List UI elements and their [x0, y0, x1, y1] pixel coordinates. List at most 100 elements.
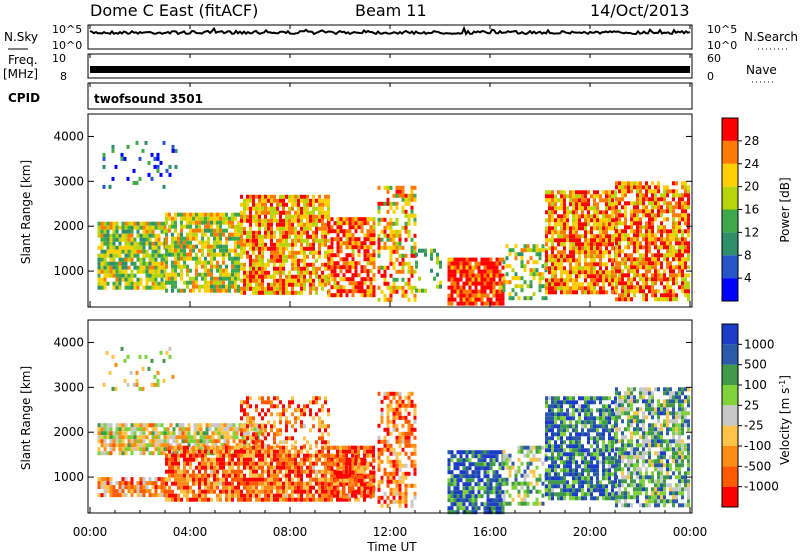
data-cell: [243, 461, 246, 466]
data-cell: [618, 261, 621, 266]
data-cell: [213, 489, 216, 494]
data-cell: [261, 444, 264, 449]
data-cell: [318, 469, 321, 474]
data-cell: [252, 457, 255, 462]
data-cell: [142, 431, 146, 436]
data-cell: [687, 193, 690, 198]
data-cell: [572, 250, 575, 255]
data-cell: [398, 499, 402, 504]
data-cell: [252, 218, 255, 223]
data-cell: [401, 439, 405, 444]
data-cell: [264, 424, 267, 429]
data-cell: [210, 228, 213, 233]
data-cell: [255, 266, 258, 271]
data-cell: [258, 258, 261, 263]
data-cell: [202, 443, 206, 448]
data-cell: [401, 257, 405, 262]
data-cell: [611, 190, 614, 195]
data-cell: [339, 221, 343, 226]
data-cell: [273, 481, 276, 486]
data-cell: [675, 297, 678, 302]
data-cell: [569, 194, 572, 199]
data-cell: [578, 266, 581, 271]
data-cell: [279, 461, 282, 466]
data-cell: [596, 290, 599, 295]
data-cell: [681, 233, 684, 238]
data-cell: [502, 284, 506, 289]
data-cell: [216, 445, 219, 450]
data-cell: [291, 230, 294, 235]
data-cell: [590, 286, 593, 291]
data-cell: [177, 288, 180, 293]
data-cell: [288, 465, 291, 470]
data-cell: [636, 213, 639, 218]
data-cell: [548, 282, 551, 287]
data-cell: [276, 449, 279, 454]
data-cell: [222, 276, 225, 281]
data-cell: [246, 489, 249, 494]
data-cell: [545, 210, 548, 215]
data-cell: [231, 489, 234, 494]
data-cell: [372, 241, 376, 246]
data-cell: [183, 449, 186, 454]
data-cell: [240, 424, 243, 429]
data-cell: [557, 242, 560, 247]
data-cell: [100, 261, 104, 266]
data-cell: [207, 477, 210, 482]
data-cell: [666, 237, 669, 242]
data-cell: [489, 289, 493, 294]
data-cell: [618, 229, 621, 234]
data-cell: [615, 225, 618, 230]
data-cell: [255, 262, 258, 267]
data-cell: [241, 435, 245, 440]
data-cell: [112, 229, 116, 234]
data-cell: [285, 286, 288, 291]
data-cell: [324, 242, 327, 247]
data-cell: [115, 245, 119, 250]
data-cell: [468, 277, 472, 282]
data-cell: [687, 221, 690, 226]
data-cell: [430, 248, 433, 253]
data-cell: [285, 234, 288, 239]
data-cell: [339, 474, 343, 479]
data-cell: [380, 475, 384, 480]
data-cell: [575, 246, 578, 251]
data-cell: [166, 439, 170, 444]
data-cell: [180, 481, 183, 486]
data-cell: [410, 237, 414, 242]
data-cell: [261, 290, 264, 295]
data-cell: [523, 268, 527, 273]
data-cell: [380, 451, 384, 456]
data-cell: [666, 217, 669, 222]
data-cell: [139, 443, 143, 448]
data-cell: [327, 225, 331, 230]
data-cell: [578, 238, 581, 243]
data-cell: [103, 273, 107, 278]
data-cell: [267, 246, 270, 251]
data-cell: [392, 281, 396, 286]
data-cell: [330, 466, 334, 471]
data-cell: [306, 404, 309, 409]
data-cell: [171, 220, 174, 225]
data-cell: [345, 253, 349, 258]
data-cell: [309, 218, 312, 223]
data-cell: [303, 266, 306, 271]
data-cell: [630, 281, 633, 286]
data-cell: [642, 213, 645, 218]
data-cell: [351, 461, 354, 466]
data-cell: [303, 408, 306, 413]
data-cell: [142, 489, 146, 494]
data-cell: [554, 266, 557, 271]
data-cell: [333, 485, 336, 490]
data-cell: [660, 197, 663, 202]
data-cell: [171, 144, 175, 149]
data-cell: [596, 210, 599, 215]
data-cell: [315, 489, 318, 494]
data-cell: [112, 489, 116, 494]
data-cell: [687, 289, 690, 294]
data-cell: [363, 281, 367, 286]
data-cell: [657, 209, 660, 214]
data-cell: [645, 293, 648, 298]
data-cell: [648, 221, 651, 226]
data-cell: [255, 258, 258, 263]
